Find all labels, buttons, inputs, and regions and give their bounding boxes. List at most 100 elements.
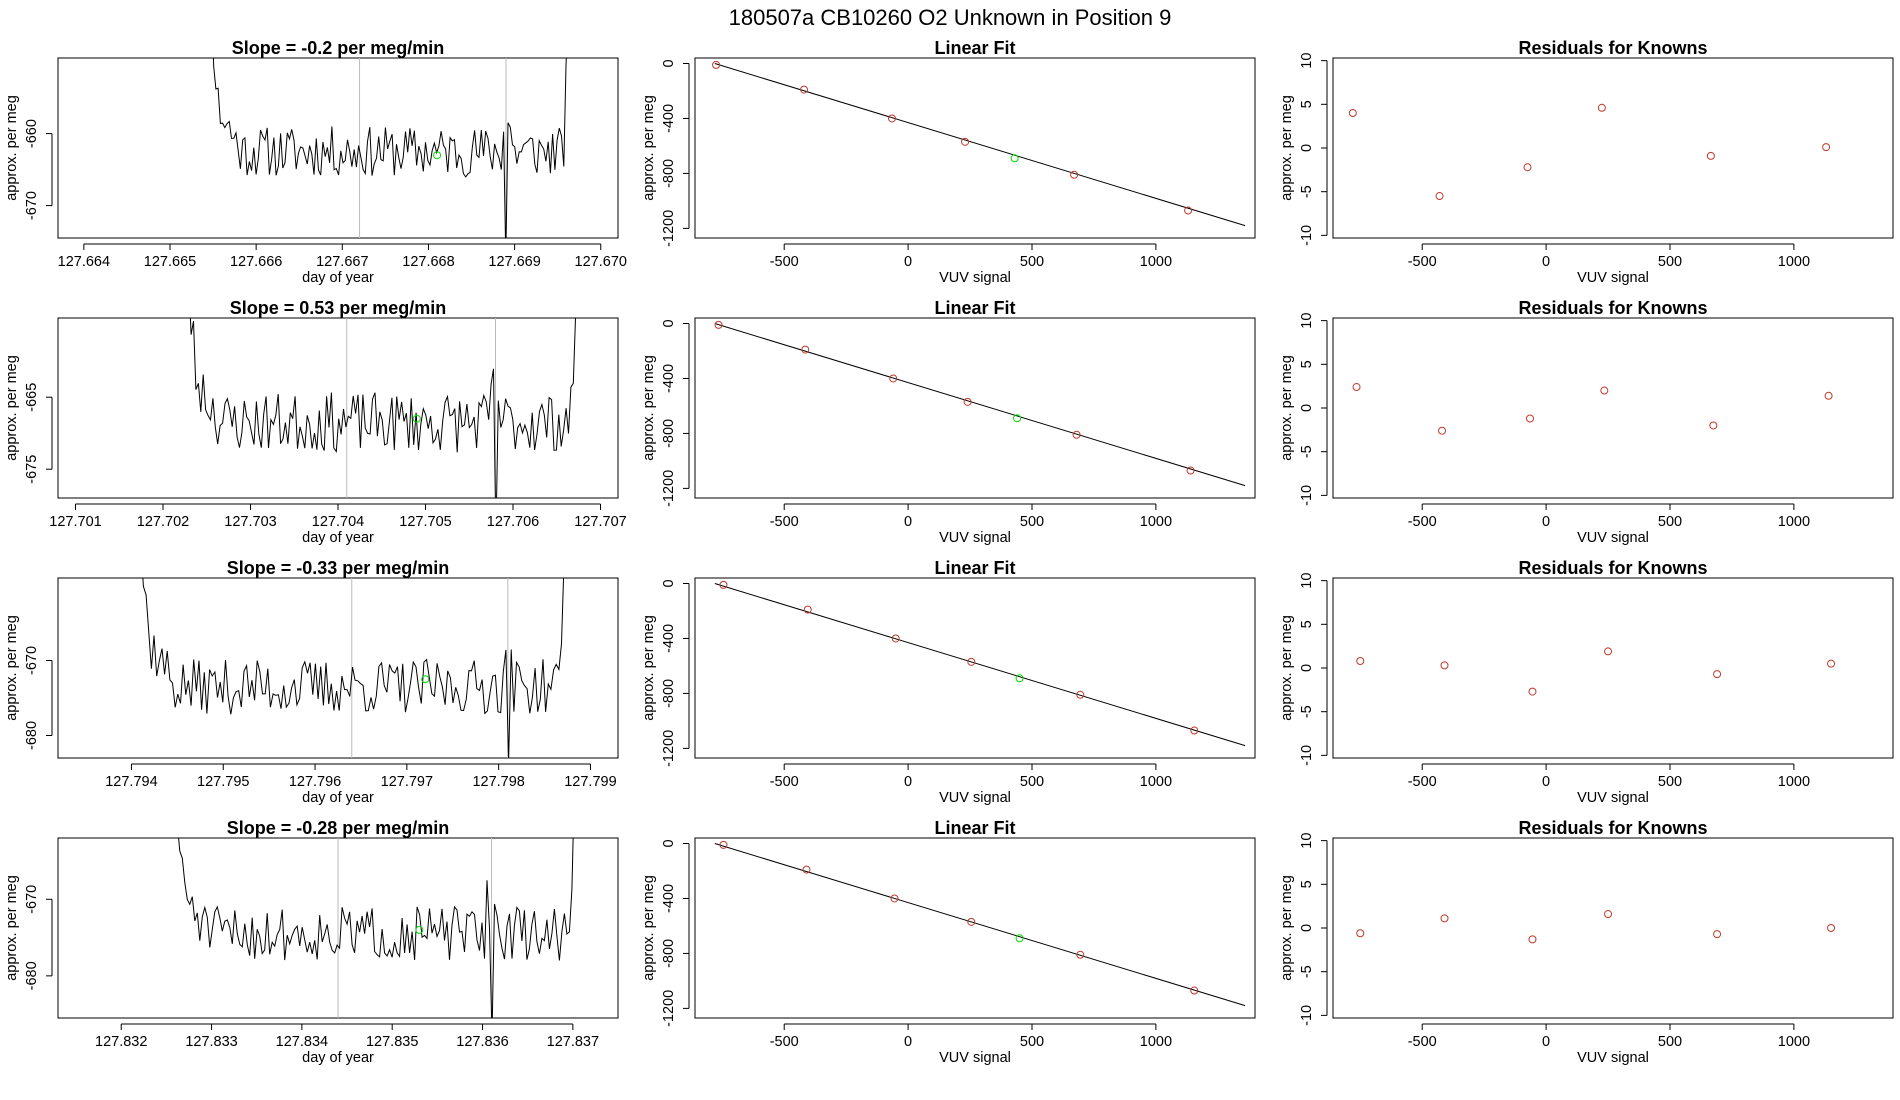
known-point	[803, 605, 812, 614]
known-point	[1822, 143, 1831, 152]
known-point	[891, 634, 900, 643]
panel-r2-c3: Residuals for Knowns -500 0 500 1000 VUV sign…	[1279, 298, 1894, 546]
y-tick-label: -10	[1299, 745, 1315, 766]
y-tick-label: -680	[24, 721, 40, 750]
panel-title: Slope = -0.33 per meg/min	[227, 558, 450, 578]
known-point	[1072, 430, 1081, 439]
signal-trace	[212, 58, 567, 238]
panel-frame	[57, 317, 619, 499]
known-point	[1713, 670, 1722, 679]
known-point	[1523, 163, 1532, 172]
panel-title: Linear Fit	[934, 38, 1015, 58]
known-point	[1352, 383, 1361, 392]
known-point	[1713, 930, 1722, 939]
x-tick-label: 127.795	[197, 774, 249, 790]
x-tick-label: 500	[1020, 514, 1044, 530]
y-tick-label: -800	[661, 159, 677, 188]
panel-title: Linear Fit	[934, 818, 1015, 838]
y-tick-label: -800	[661, 419, 677, 448]
known-point	[1600, 386, 1609, 395]
known-point	[802, 865, 811, 874]
panel-r4-c1: Slope = -0.28 per meg/min 127.832 127.833 1…	[4, 818, 619, 1066]
panel-frame	[1332, 317, 1894, 499]
x-axis-label: VUV signal	[939, 1050, 1011, 1066]
panel-title: Linear Fit	[934, 558, 1015, 578]
signal-trace	[189, 318, 576, 498]
y-tick-label: 0	[661, 59, 677, 67]
y-axis-label: approx. per meg	[1279, 95, 1295, 201]
plot-area	[1356, 647, 1836, 696]
x-tick-label: 127.835	[366, 1034, 418, 1050]
known-point	[1827, 659, 1836, 668]
x-tick-label: 127.797	[381, 774, 433, 790]
plot-area	[189, 318, 576, 498]
x-tick-label: 0	[904, 514, 912, 530]
x-tick-label: 127.666	[230, 254, 282, 270]
plot-area	[212, 58, 567, 238]
x-tick-label: 127.701	[49, 514, 101, 530]
known-point	[1356, 657, 1365, 666]
x-tick-label: 127.706	[487, 514, 539, 530]
panel-title: Residuals for Knowns	[1518, 298, 1707, 318]
x-tick-label: -500	[1408, 254, 1437, 270]
y-tick-label: 5	[1299, 100, 1315, 108]
y-tick-label: -800	[661, 679, 677, 708]
panel-frame	[694, 577, 1256, 759]
known-point	[1528, 935, 1537, 944]
x-tick-label: 127.667	[316, 254, 368, 270]
y-tick-label: -800	[661, 939, 677, 968]
panel-r3-c2: Linear Fit -500 0 500 1000 VUV signal 0 -400 -80…	[641, 558, 1256, 806]
plot-area	[1356, 910, 1836, 944]
y-tick-label: -1200	[661, 210, 677, 247]
panel-title: Residuals for Knowns	[1518, 558, 1707, 578]
known-point	[1070, 170, 1079, 179]
panel-r2-c1: Slope = 0.53 per meg/min 127.701 127.702 12…	[4, 298, 627, 546]
known-point	[1440, 661, 1449, 670]
x-tick-label: 1000	[1140, 774, 1172, 790]
y-tick-label: 5	[1299, 880, 1315, 888]
x-axis-label: day of year	[302, 790, 374, 806]
panel-title: Slope = -0.28 per meg/min	[227, 818, 450, 838]
panel-frame	[1332, 577, 1894, 759]
y-tick-label: -670	[24, 646, 40, 675]
x-tick-label: 500	[1020, 774, 1044, 790]
x-tick-label: 127.834	[276, 1034, 328, 1050]
panel-title: Residuals for Knowns	[1518, 38, 1707, 58]
x-tick-label: 127.702	[137, 514, 189, 530]
x-tick-label: -500	[1408, 774, 1437, 790]
x-tick-label: 0	[1542, 774, 1550, 790]
panel-title: Linear Fit	[934, 298, 1015, 318]
signal-trace	[142, 578, 565, 758]
x-tick-label: -500	[1408, 514, 1437, 530]
known-point	[800, 85, 809, 94]
x-tick-label: 127.670	[575, 254, 627, 270]
y-axis-label: approx. per meg	[1279, 875, 1295, 981]
unknown-point	[1013, 414, 1022, 423]
unknown-marker	[415, 925, 424, 934]
x-tick-label: 127.799	[564, 774, 616, 790]
x-tick-label: 1000	[1140, 254, 1172, 270]
known-point	[719, 580, 728, 589]
y-tick-label: -675	[24, 455, 40, 484]
panel-r1-c2: Linear Fit -500 0 500 1000 VUV signal 0 -400 -80…	[641, 38, 1256, 286]
y-axis-label: approx. per meg	[641, 875, 657, 981]
x-tick-label: 127.704	[312, 514, 364, 530]
panel-frame	[57, 57, 619, 239]
known-point	[1597, 103, 1606, 112]
plot-area	[1352, 383, 1833, 435]
y-tick-label: -5	[1299, 965, 1315, 978]
y-tick-label: -1200	[661, 730, 677, 767]
known-point	[1827, 924, 1836, 932]
y-tick-label: 5	[1299, 360, 1315, 368]
unknown-marker	[412, 414, 421, 423]
panel-title: Residuals for Knowns	[1518, 818, 1707, 838]
x-tick-label: 500	[1020, 254, 1044, 270]
known-point	[887, 114, 896, 123]
y-tick-label: -400	[661, 104, 677, 133]
y-axis-label: approx. per meg	[1279, 355, 1295, 461]
panel-title: Slope = 0.53 per meg/min	[230, 298, 447, 318]
known-point	[961, 137, 970, 146]
y-tick-label: -5	[1299, 185, 1315, 198]
known-point	[1604, 910, 1613, 919]
y-tick-label: -10	[1299, 1005, 1315, 1026]
